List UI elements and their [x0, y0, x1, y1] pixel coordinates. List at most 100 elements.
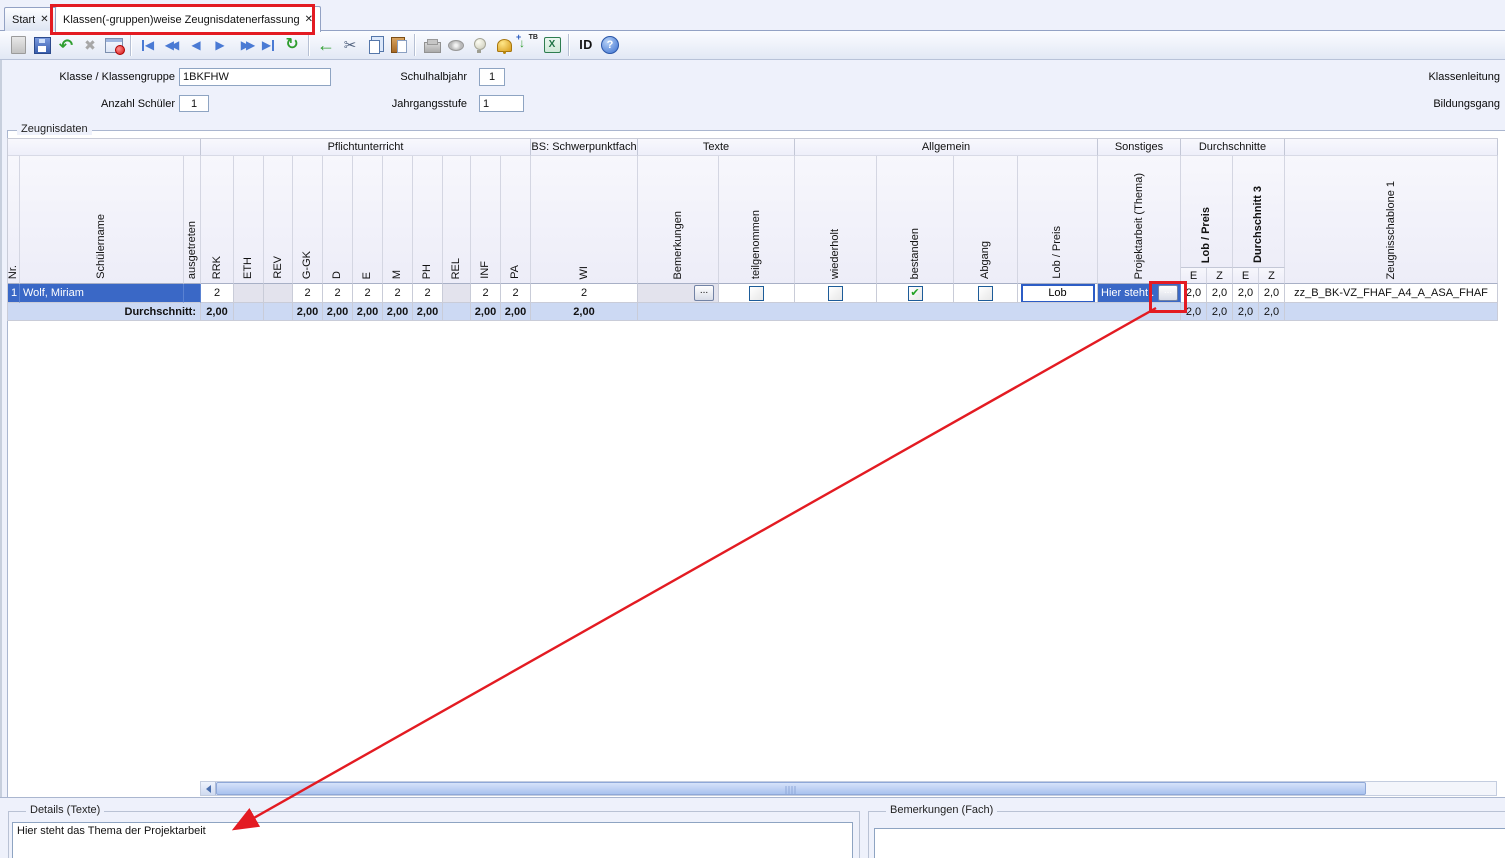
- tab-zeugnisdatenerfassung[interactable]: Klassen(-gruppen)weise Zeugnisdatenerfas…: [55, 6, 322, 32]
- bildungsgang-label: Bildungsgang: [1433, 98, 1500, 110]
- col-header-rrk[interactable]: RRK: [201, 156, 234, 284]
- table-horizontal-scrollbar[interactable]: [200, 781, 1497, 796]
- teilgenommen-checkbox[interactable]: [749, 285, 764, 301]
- details-textarea[interactable]: Hier steht das Thema der Projektarbeit: [12, 822, 853, 858]
- col-header-eth[interactable]: ETH: [234, 156, 264, 284]
- grade-cell-eth[interactable]: [234, 284, 264, 303]
- bemerkungen-ellipsis-button[interactable]: ...: [694, 285, 714, 301]
- col-header-wi[interactable]: WI: [531, 156, 638, 284]
- abgang-checkbox[interactable]: [978, 285, 993, 301]
- d3-e-cell[interactable]: 2,0: [1233, 284, 1259, 303]
- fast-previous-button[interactable]: ◀◀: [160, 33, 184, 57]
- col-header-rev[interactable]: REV: [264, 156, 293, 284]
- subheader-d3-z[interactable]: Z: [1259, 268, 1285, 284]
- col-header-projektarbeit[interactable]: Projektarbeit (Thema): [1098, 156, 1181, 284]
- col-header-ggk[interactable]: G-GK: [293, 156, 323, 284]
- avg-ggk: 2,00: [293, 303, 323, 321]
- col-header-e[interactable]: E: [353, 156, 383, 284]
- grade-cell-ph[interactable]: 2: [413, 284, 443, 303]
- wiederholt-checkbox[interactable]: [828, 285, 843, 301]
- subheader-lob-e[interactable]: E: [1181, 268, 1207, 284]
- help-button[interactable]: ?: [598, 33, 622, 57]
- col-header-bestanden[interactable]: bestanden: [877, 156, 954, 284]
- grade-cell-m[interactable]: 2: [383, 284, 413, 303]
- cut-button[interactable]: ✂: [338, 33, 362, 57]
- tab-start[interactable]: Start ✕: [4, 7, 57, 31]
- undo-button[interactable]: ↶: [54, 33, 78, 57]
- col-header-zeugnisschablone[interactable]: Zeugnisschablone 1: [1285, 156, 1498, 284]
- save-button[interactable]: [30, 33, 54, 57]
- back-arrow-icon: ←: [317, 35, 335, 55]
- anzahl-schueler-input[interactable]: 1: [179, 95, 209, 112]
- previous-record-button[interactable]: ◀: [184, 33, 208, 57]
- col-header-rel[interactable]: REL: [443, 156, 471, 284]
- excel-export-button[interactable]: X: [540, 33, 564, 57]
- next-record-button[interactable]: ▶: [208, 33, 232, 57]
- lob-preis-input[interactable]: Lob: [1020, 284, 1095, 302]
- paste-button[interactable]: [386, 33, 410, 57]
- grade-cell-inf[interactable]: 2: [471, 284, 501, 303]
- col-header-m[interactable]: M: [383, 156, 413, 284]
- bestanden-checkbox[interactable]: ✔: [907, 285, 923, 301]
- col-header-ph[interactable]: PH: [413, 156, 443, 284]
- preview-button[interactable]: [444, 33, 468, 57]
- jahrgangsstufe-input[interactable]: 1: [479, 95, 524, 112]
- projektarbeit-cell[interactable]: Hier steht.. ...: [1098, 284, 1181, 303]
- tb-import-button[interactable]: + TB ↓: [516, 33, 540, 57]
- col-header-teilgenommen[interactable]: teilgenommen: [719, 156, 795, 284]
- col-header-d[interactable]: D: [323, 156, 353, 284]
- row-ausgetreten-cell[interactable]: [184, 284, 201, 303]
- grade-cell-pa[interactable]: 2: [501, 284, 531, 303]
- d3-z-cell[interactable]: 2,0: [1259, 284, 1285, 303]
- remove-form-button[interactable]: [102, 33, 126, 57]
- fast-next-button[interactable]: ▶▶: [232, 33, 256, 57]
- grade-cell-e[interactable]: 2: [353, 284, 383, 303]
- col-header-schuelername[interactable]: Schülername: [20, 156, 184, 284]
- bestanden-cell: ✔: [877, 284, 954, 303]
- notify-button[interactable]: [492, 33, 516, 57]
- new-record-button[interactable]: [6, 33, 30, 57]
- hint-button[interactable]: [468, 33, 492, 57]
- grade-cell-rel[interactable]: [443, 284, 471, 303]
- col-header-pa[interactable]: PA: [501, 156, 531, 284]
- klasse-input[interactable]: 1BKFHW: [179, 68, 331, 86]
- id-button[interactable]: ID: [579, 37, 593, 52]
- first-record-button[interactable]: ◀: [136, 33, 160, 57]
- col-header-durchschnitt3[interactable]: Durchschnitt 3: [1233, 156, 1285, 268]
- schablone-cell[interactable]: zz_B_BK-VZ_FHAF_A4_A_ASA_FHAF: [1285, 284, 1498, 303]
- col-header-bemerkungen[interactable]: Bemerkungen: [638, 156, 719, 284]
- scrollbar-thumb[interactable]: [216, 782, 1366, 795]
- col-header-wiederholt[interactable]: wiederholt: [795, 156, 877, 284]
- back-button[interactable]: ←: [314, 33, 338, 57]
- col-header-abgang[interactable]: Abgang: [954, 156, 1018, 284]
- print-button[interactable]: [420, 33, 444, 57]
- grade-cell-d[interactable]: 2: [323, 284, 353, 303]
- projektarbeit-ellipsis-button[interactable]: ...: [1158, 285, 1178, 301]
- grade-cell-rrk[interactable]: 2: [201, 284, 234, 303]
- tab-start-close-icon[interactable]: ✕: [40, 14, 49, 25]
- zeugnisdaten-table: Pflichtunterricht BS: Schwerpunktfach Te…: [7, 138, 1498, 321]
- grade-cell-rev[interactable]: [264, 284, 293, 303]
- tab-zeugnisdatenerfassung-close-icon[interactable]: ✕: [304, 14, 314, 25]
- col-header-inf[interactable]: INF: [471, 156, 501, 284]
- row-name-cell[interactable]: Wolf, Miriam: [20, 284, 184, 303]
- grade-cell-wi[interactable]: 2: [531, 284, 638, 303]
- delete-button[interactable]: ✖: [78, 33, 102, 57]
- last-record-button[interactable]: ▶: [256, 33, 280, 57]
- paste-clipboard-icon: [391, 37, 407, 53]
- subheader-lob-z[interactable]: Z: [1207, 268, 1233, 284]
- refresh-button[interactable]: ↻: [280, 33, 304, 57]
- col-header-ausgetreten[interactable]: ausgetreten: [184, 156, 201, 284]
- lob-z-cell[interactable]: 2,0: [1207, 284, 1233, 303]
- subheader-d3-e[interactable]: E: [1233, 268, 1259, 284]
- scroll-left-button[interactable]: [201, 782, 216, 795]
- schulhalbjahr-input[interactable]: 1: [479, 68, 505, 86]
- lob-e-cell[interactable]: 2,0: [1181, 284, 1207, 303]
- col-header-nr[interactable]: Nr.: [8, 156, 20, 284]
- row-nr-cell[interactable]: 1: [8, 284, 20, 303]
- bemerkungen-fach-textarea[interactable]: [874, 828, 1505, 858]
- grade-cell-ggk[interactable]: 2: [293, 284, 323, 303]
- col-header-lob-preis-avg[interactable]: Lob / Preis: [1181, 156, 1233, 268]
- col-header-lob-preis[interactable]: Lob / Preis: [1018, 156, 1098, 284]
- copy-button[interactable]: [362, 33, 386, 57]
